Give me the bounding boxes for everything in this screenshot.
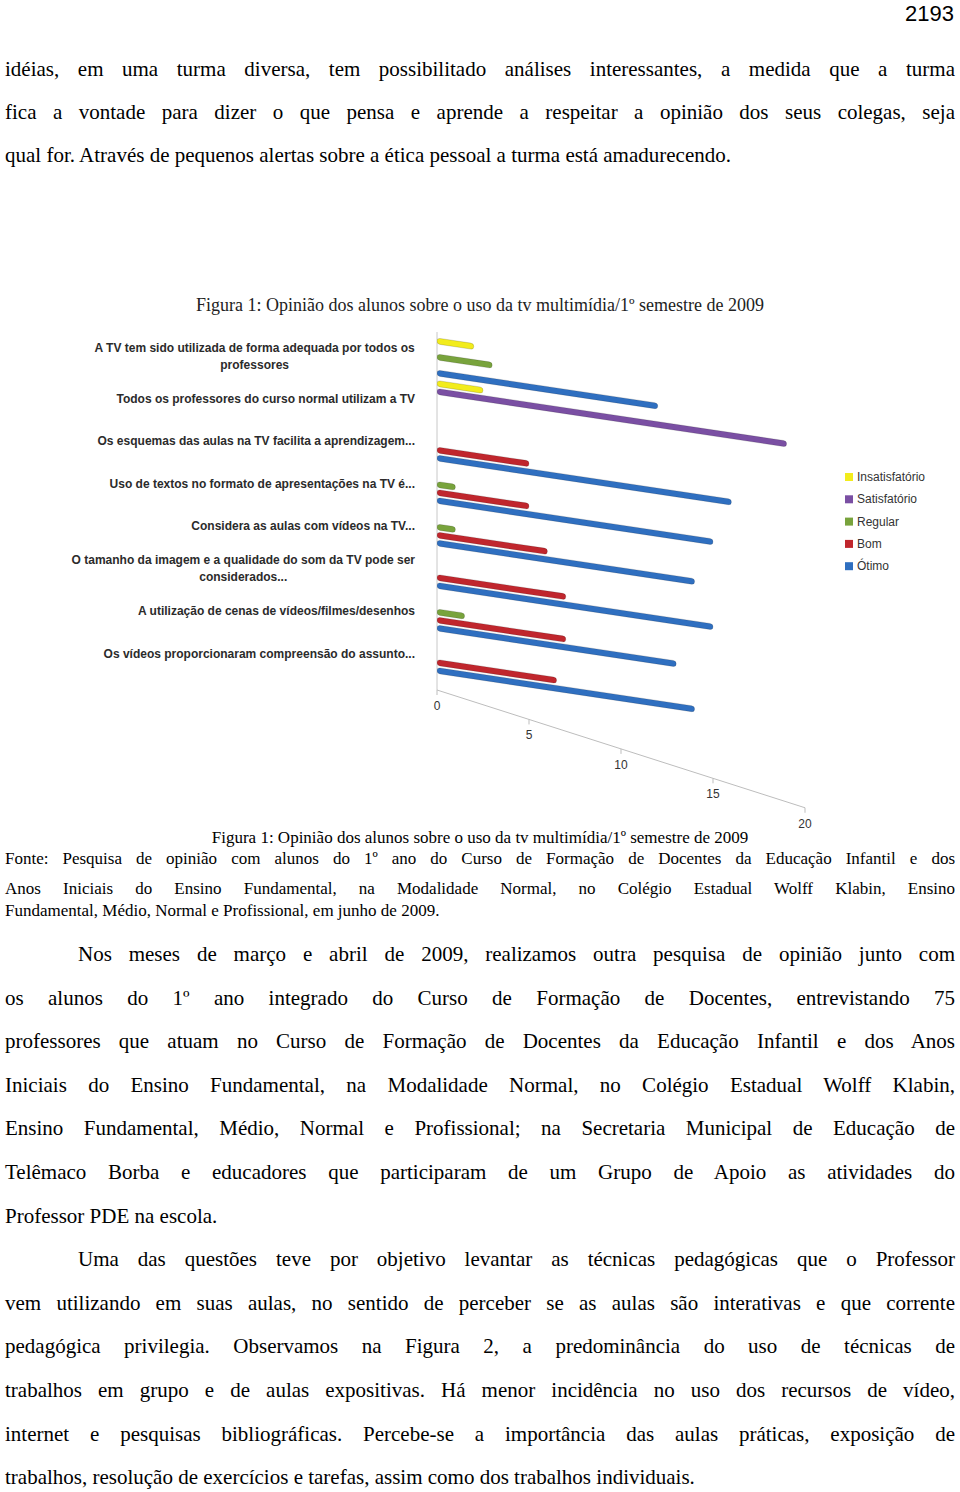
text-line: Telêmaco Borba e educadores que particip…: [5, 1160, 955, 1185]
x-tick: [805, 808, 806, 813]
legend-swatch: [845, 562, 853, 570]
legend-label: Ótimo: [857, 558, 889, 573]
category-label: O tamanho da imagem e a qualidade do som…: [72, 553, 416, 584]
bar: [437, 370, 658, 409]
category-label: A TV tem sido utilizada de forma adequad…: [95, 341, 416, 372]
bar: [437, 498, 713, 545]
category-label: Considera as aulas com vídeos na TV...: [191, 519, 415, 533]
figure-caption: Figura 1: Opinião dos alunos sobre o uso…: [0, 827, 960, 848]
x-tick-label: 5: [526, 728, 533, 742]
x-tick-label: 10: [614, 758, 628, 772]
legend-swatch: [845, 495, 853, 503]
bars: [437, 338, 787, 726]
figure-title: Figura 1: Opinião dos alunos sobre o uso…: [0, 294, 960, 316]
bar: [437, 338, 474, 350]
category-label: Os vídeos proporcionaram compreensão do …: [104, 647, 415, 661]
bar: [437, 625, 676, 667]
bar: [437, 583, 713, 630]
category-label: Todos os professores do curso normal uti…: [117, 392, 416, 406]
category-label: Os esquemas das aulas na TV facilita a a…: [98, 434, 415, 448]
bar: [437, 652, 438, 658]
bar: [437, 466, 438, 472]
legend-swatch: [845, 518, 853, 526]
x-tick: [437, 690, 438, 695]
bar: [437, 636, 438, 642]
text-line: Anos Iniciais do Ensino Fundamental, na …: [5, 879, 955, 899]
x-tick-label: 15: [706, 787, 720, 801]
x-tick-label: 20: [798, 817, 812, 831]
text-line: Fonte: Pesquisa de opinião com alunos do…: [5, 849, 955, 869]
bar: [437, 431, 438, 437]
text-line: professores que atuam no Curso de Formaç…: [5, 1029, 955, 1054]
legend-label: Satisfatório: [857, 492, 917, 506]
legend-swatch: [845, 473, 853, 481]
text-line: Nos meses de março e abril de 2009, real…: [78, 942, 955, 967]
x-tick: [713, 778, 714, 783]
text-line: Ensino Fundamental, Médio, Normal e Prof…: [5, 1116, 955, 1141]
text-line: internet e pesquisas bibliográficas. Per…: [5, 1422, 955, 1447]
text-line: Fundamental, Médio, Normal e Profissiona…: [5, 901, 955, 921]
x-tick: [621, 749, 622, 754]
bar: [437, 397, 438, 403]
bar: [437, 668, 695, 713]
legend-label: Regular: [857, 515, 899, 529]
text-line: qual for. Através de pequenos alertas so…: [5, 143, 955, 168]
category-label: Uso de textos no formato de apresentaçõe…: [110, 477, 415, 491]
bar: [437, 423, 438, 429]
legend-label: Insatisfatório: [857, 470, 925, 484]
text-line: os alunos do 1º ano integrado do Curso d…: [5, 986, 955, 1011]
text-line: Iniciais do Ensino Fundamental, na Modal…: [5, 1073, 955, 1098]
bar: [437, 516, 438, 522]
bar: [437, 567, 438, 573]
bar: [437, 482, 455, 491]
x-tick: [529, 719, 530, 724]
bar: [437, 540, 695, 585]
bar: [437, 362, 438, 368]
bar: [437, 389, 787, 447]
text-line: idéias, em uma turma diversa, tem possib…: [5, 57, 955, 82]
text-line: trabalhos, resolução de exercícios e tar…: [5, 1465, 955, 1490]
plot-area: [437, 338, 787, 726]
bar: [437, 524, 455, 533]
text-line: pedagógica privilegia. Observamos na Fig…: [5, 1334, 955, 1359]
text-line: vem utilizando em suas aulas, no sentido…: [5, 1291, 955, 1316]
bar: [437, 644, 438, 650]
page-number: 2193: [905, 1, 954, 27]
bar: [437, 559, 438, 565]
bar: [437, 413, 438, 419]
bar: [437, 439, 438, 445]
legend-swatch: [845, 540, 853, 548]
text-line: fica a vontade para dizer o que pensa e …: [5, 100, 955, 125]
legend-label: Bom: [857, 537, 882, 551]
bar: [437, 474, 438, 480]
bar: [437, 346, 438, 352]
bar: [437, 354, 492, 368]
text-line: Uma das questões teve por objetivo levan…: [78, 1247, 955, 1272]
bar: [437, 405, 438, 411]
bar: [437, 593, 438, 599]
bar: [437, 551, 438, 557]
x-tick-label: 0: [434, 699, 441, 713]
text-line: Professor PDE na escola.: [5, 1204, 955, 1229]
page: 2193 idéias, em uma turma diversa, tem po…: [0, 0, 960, 1492]
chart: 0 5 10 15 20 A TV tem sido utilizada de forma…: [0, 0, 960, 1492]
category-label: A utilização de cenas de vídeos/filmes/d…: [138, 604, 415, 618]
x-axis-line: [437, 690, 805, 808]
text-line: trabalhos em grupo e de aulas expositiva…: [5, 1378, 955, 1403]
legend: Insatisfatório Satisfatório Regular Bom Ótim…: [845, 470, 925, 573]
bar: [437, 508, 438, 514]
bar: [437, 601, 438, 607]
